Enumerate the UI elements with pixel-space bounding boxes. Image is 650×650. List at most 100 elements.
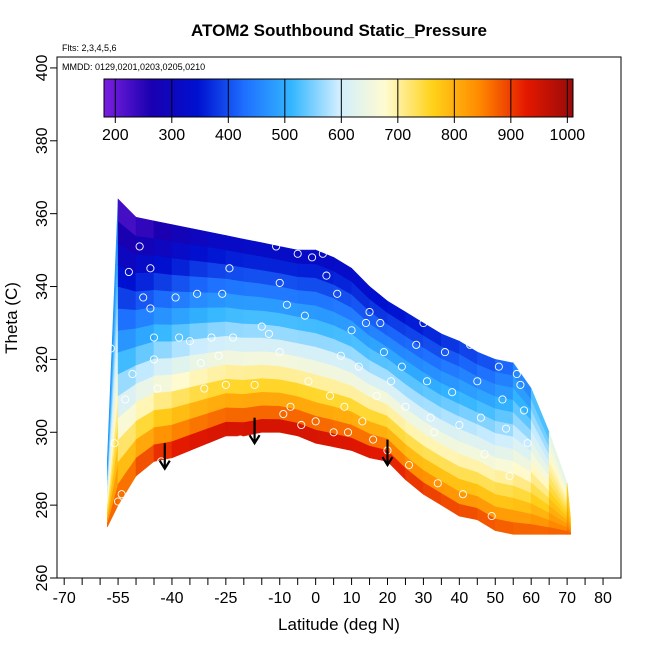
observation-point — [369, 435, 378, 444]
heatmap-cell — [297, 249, 316, 265]
observation-point — [207, 333, 216, 342]
y-tick-label: 300 — [34, 419, 51, 446]
observation-point — [149, 355, 159, 364]
observation-point — [182, 457, 191, 466]
x-axis-label: Latitude (deg N) — [278, 615, 400, 634]
observation-point — [300, 311, 309, 320]
heatmap-cell — [207, 291, 227, 308]
observation-point — [387, 377, 396, 386]
observation-point — [343, 428, 353, 437]
observation-point — [440, 348, 450, 357]
observation-point — [397, 362, 406, 371]
observation-point — [336, 351, 345, 360]
observation-point — [519, 406, 529, 415]
colorbar-tick-label: 800 — [441, 127, 468, 144]
colorbar-tick-label: 300 — [158, 127, 185, 144]
observation-point — [272, 242, 281, 251]
observation-point — [358, 417, 367, 426]
down-arrow-icon — [158, 443, 171, 471]
heatmap-cell — [189, 352, 209, 372]
observation-point — [185, 337, 194, 346]
colorbar-tick-label: 1000 — [550, 127, 586, 144]
observation-point — [153, 384, 162, 393]
plot-frame — [56, 56, 622, 579]
observation-point — [106, 344, 115, 353]
heatmap-cell — [243, 323, 263, 338]
observation-point — [494, 362, 503, 371]
observation-point — [322, 271, 331, 280]
heatmap-cell — [566, 483, 572, 521]
heatmap-cell — [135, 272, 155, 292]
observation-point — [365, 307, 374, 317]
observation-point — [458, 490, 467, 499]
observation-point — [325, 391, 335, 400]
x-tick-label: 40 — [450, 590, 468, 607]
heatmap-cell — [153, 272, 173, 292]
y-tick-label: 340 — [34, 273, 51, 300]
heatmap-cell — [225, 235, 245, 254]
x-tick-label: -25 — [214, 590, 237, 607]
observation-point — [110, 439, 119, 448]
observation-point — [193, 289, 202, 298]
heatmap-cell — [171, 274, 191, 293]
y-tick-label: 280 — [34, 492, 51, 519]
heatmap-cell — [135, 216, 155, 239]
heatmap-cell — [261, 418, 281, 433]
observation-point — [523, 439, 532, 448]
heatmap-cell — [297, 276, 316, 292]
colorbar-tick-label: 400 — [215, 127, 242, 144]
observation-point — [455, 420, 464, 430]
heatmap-cell — [225, 392, 245, 409]
observation-point — [218, 289, 227, 298]
observation-point — [135, 242, 144, 251]
heatmap-cell — [153, 424, 173, 445]
heatmap-cell — [189, 275, 209, 293]
observation-point — [275, 348, 284, 357]
observation-point — [221, 380, 230, 389]
observation-point — [422, 377, 432, 386]
down-arrow-icon — [248, 417, 261, 446]
heatmap-cell — [243, 350, 263, 366]
x-tick-label: -70 — [53, 590, 76, 607]
observation-point — [433, 479, 442, 488]
heatmap-cell — [261, 350, 281, 367]
observation-point — [146, 304, 155, 313]
observation-point — [203, 446, 212, 455]
observation-point — [487, 512, 496, 521]
observation-point — [286, 402, 295, 411]
observation-point — [175, 333, 184, 342]
observation-point — [146, 264, 155, 273]
observation-point — [361, 318, 370, 328]
colorbar-tick-label: 200 — [102, 127, 129, 144]
heatmap-cell — [297, 302, 316, 320]
x-tick-label: 30 — [415, 590, 433, 607]
heatmap-cell — [171, 339, 191, 359]
observation-point — [354, 362, 363, 371]
heatmap-cell — [171, 257, 191, 277]
observation-point — [236, 435, 245, 444]
heatmap-cell — [225, 349, 245, 366]
colorbar-ticks: 200 300 400 500 600 700 800 900 1000 — [102, 79, 585, 144]
observation-point — [379, 348, 388, 357]
observation-point — [333, 289, 342, 298]
observation-point — [117, 490, 126, 499]
observation-point — [347, 326, 356, 335]
heatmap-cell — [153, 289, 173, 309]
heatmap-cell — [243, 295, 263, 311]
observation-point — [200, 384, 209, 393]
heatmap-cell — [189, 291, 209, 308]
observation-point — [257, 322, 266, 331]
heatmap-cell — [153, 407, 173, 428]
heatmap-cell — [135, 235, 155, 256]
observation-point — [228, 333, 238, 342]
observation-point — [293, 249, 302, 258]
x-tick-label: 80 — [594, 590, 612, 607]
observation-point — [401, 402, 410, 411]
observation-point — [351, 253, 360, 262]
observation-point — [297, 420, 306, 430]
heatmap-cell — [171, 354, 191, 375]
x-tick-label: -10 — [268, 590, 291, 607]
observation-point — [430, 428, 439, 437]
y-tick-label: 320 — [34, 346, 51, 373]
